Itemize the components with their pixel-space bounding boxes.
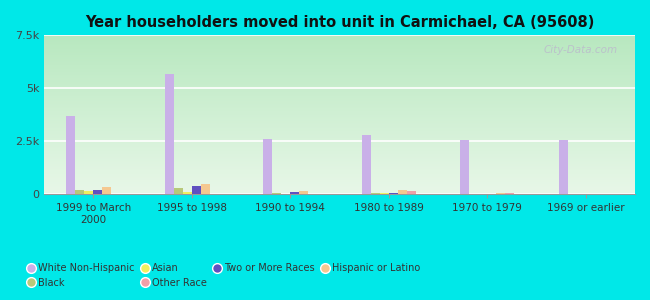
- Bar: [291, 193, 300, 194]
- Bar: [84, 191, 94, 194]
- Bar: [75, 190, 84, 194]
- Bar: [103, 187, 111, 194]
- Bar: [370, 193, 380, 194]
- Bar: [389, 193, 398, 194]
- Bar: [407, 191, 416, 194]
- Bar: [164, 74, 174, 194]
- Legend: White Non-Hispanic, Black, Asian, Other Race, Two or More Races, Hispanic or Lat: White Non-Hispanic, Black, Asian, Other …: [24, 260, 424, 292]
- Text: City-Data.com: City-Data.com: [543, 45, 618, 55]
- Title: Year householders moved into unit in Carmichael, CA (95608): Year householders moved into unit in Car…: [85, 15, 594, 30]
- Bar: [398, 190, 407, 194]
- Bar: [192, 186, 201, 194]
- Bar: [460, 140, 469, 194]
- Bar: [201, 184, 210, 194]
- Bar: [66, 116, 75, 194]
- Bar: [263, 139, 272, 194]
- Bar: [174, 188, 183, 194]
- Bar: [94, 190, 103, 194]
- Bar: [361, 135, 370, 194]
- Bar: [559, 140, 567, 194]
- Bar: [300, 191, 308, 194]
- Bar: [183, 192, 192, 194]
